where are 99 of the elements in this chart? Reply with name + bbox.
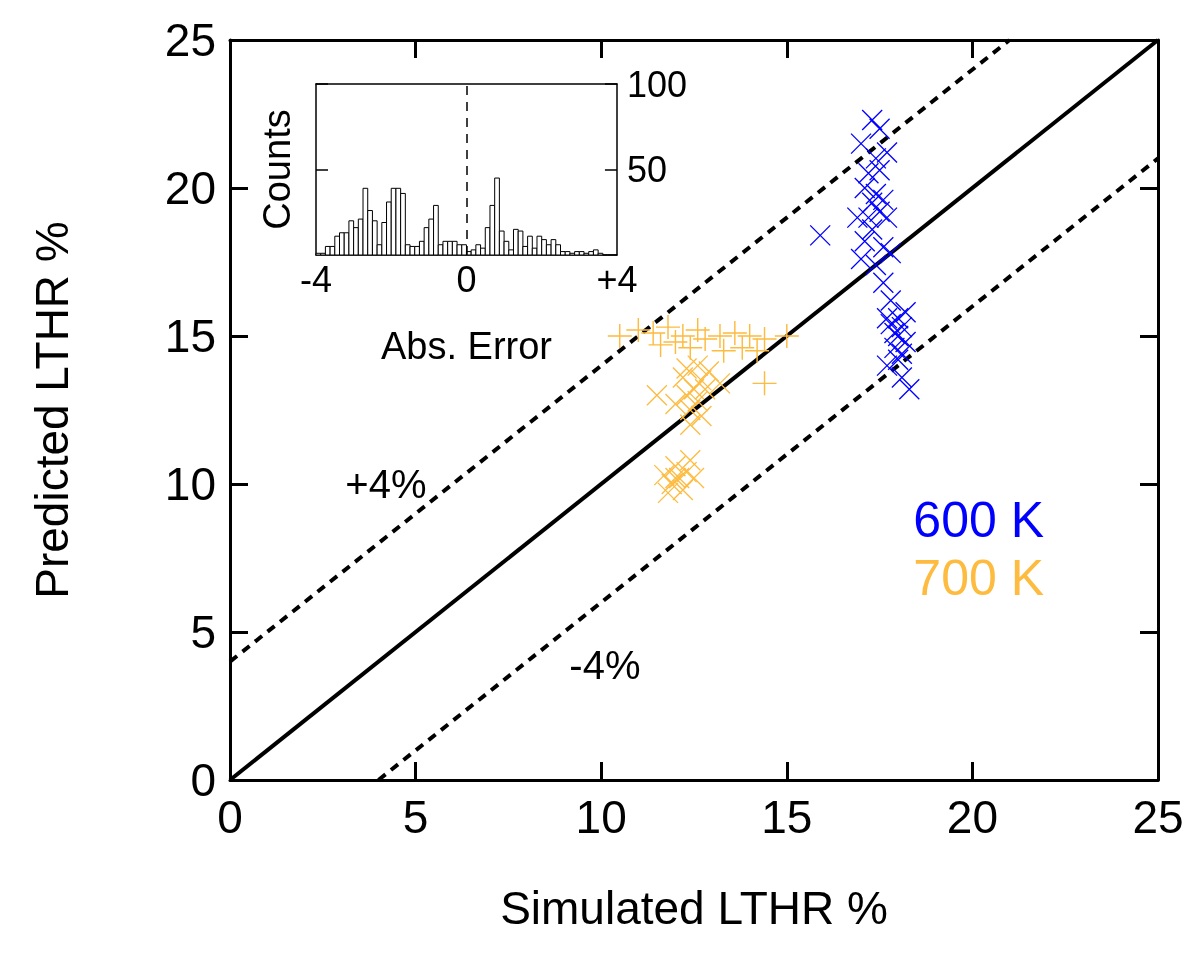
point [876, 307, 898, 329]
point [861, 109, 883, 131]
point [709, 372, 731, 395]
point [675, 384, 698, 406]
point [894, 331, 917, 353]
point [683, 378, 705, 400]
point [641, 321, 666, 346]
point [891, 366, 913, 389]
point [850, 132, 872, 155]
point [648, 332, 673, 357]
point [683, 467, 705, 489]
point [670, 324, 695, 348]
point [656, 315, 681, 340]
point [679, 399, 701, 421]
y-axis-title: Counts [256, 109, 298, 230]
point [872, 189, 894, 211]
point [752, 326, 777, 351]
point [880, 242, 902, 264]
point [809, 224, 831, 247]
point [865, 183, 887, 205]
y-tick-label: 5 [190, 606, 216, 658]
point [672, 479, 694, 501]
point [730, 335, 755, 360]
point [891, 343, 913, 365]
point [854, 230, 876, 252]
point [664, 455, 687, 477]
point [664, 393, 687, 415]
x-axis-title: Simulated LTHR % [500, 882, 888, 934]
point [865, 254, 887, 276]
point [883, 337, 906, 359]
point [694, 378, 716, 400]
point [626, 318, 651, 343]
point [679, 414, 701, 436]
x-tick-label: 0 [456, 258, 477, 300]
point [872, 272, 894, 294]
point [685, 318, 710, 343]
point [707, 324, 732, 348]
point [693, 326, 718, 351]
x-tick-label: 15 [761, 791, 813, 843]
point [687, 390, 709, 412]
annotation: -4% [569, 642, 641, 687]
x-tick-label: 10 [575, 791, 627, 843]
point [846, 206, 868, 229]
y-tick-label: 0 [190, 754, 216, 806]
point [657, 482, 679, 504]
point [887, 349, 909, 371]
point [865, 147, 887, 170]
point [861, 218, 883, 241]
y-tick-label: 50 [626, 149, 667, 190]
point [687, 354, 709, 377]
x-tick-label: 20 [946, 791, 998, 843]
point [722, 321, 747, 346]
point [745, 338, 770, 363]
point [891, 316, 913, 338]
point [876, 141, 898, 164]
point [880, 289, 902, 312]
x-tick-label: 25 [1132, 791, 1184, 843]
point [868, 159, 891, 181]
point [679, 449, 701, 471]
series-label: 600 K [913, 492, 1045, 548]
point [661, 473, 683, 495]
x-tick-label: +4 [596, 258, 638, 300]
point [675, 461, 698, 483]
point [607, 324, 632, 348]
point [690, 405, 713, 427]
point [857, 206, 880, 229]
point [737, 324, 762, 348]
y-tick-label: 20 [164, 162, 216, 214]
point [868, 201, 891, 223]
annotation: +4% [345, 462, 427, 506]
point [894, 301, 917, 323]
point [675, 357, 698, 380]
point [876, 206, 898, 229]
point [646, 384, 668, 406]
point [690, 369, 713, 392]
point [857, 162, 880, 184]
y-tick-label: 25 [164, 14, 216, 66]
y-axis-title: Predicted LTHR % [26, 221, 78, 599]
x-tick-label: 5 [402, 791, 429, 843]
text: 700 K [913, 550, 1045, 606]
y-tick-label: 10 [164, 458, 216, 510]
y-tick-label: 15 [164, 310, 216, 362]
point [663, 329, 688, 354]
point [880, 313, 902, 335]
point [698, 360, 720, 383]
point [854, 177, 876, 199]
point [876, 354, 898, 377]
point [774, 324, 799, 348]
point [850, 248, 872, 270]
point [872, 236, 894, 258]
point [868, 118, 891, 140]
point [711, 338, 736, 363]
point [678, 335, 703, 360]
point [898, 378, 920, 400]
point [653, 464, 675, 486]
y-tick-label: 100 [626, 63, 688, 105]
point [672, 366, 694, 389]
x-tick-label: -4 [299, 258, 333, 300]
x-axis-title: Abs. Error [380, 325, 553, 367]
